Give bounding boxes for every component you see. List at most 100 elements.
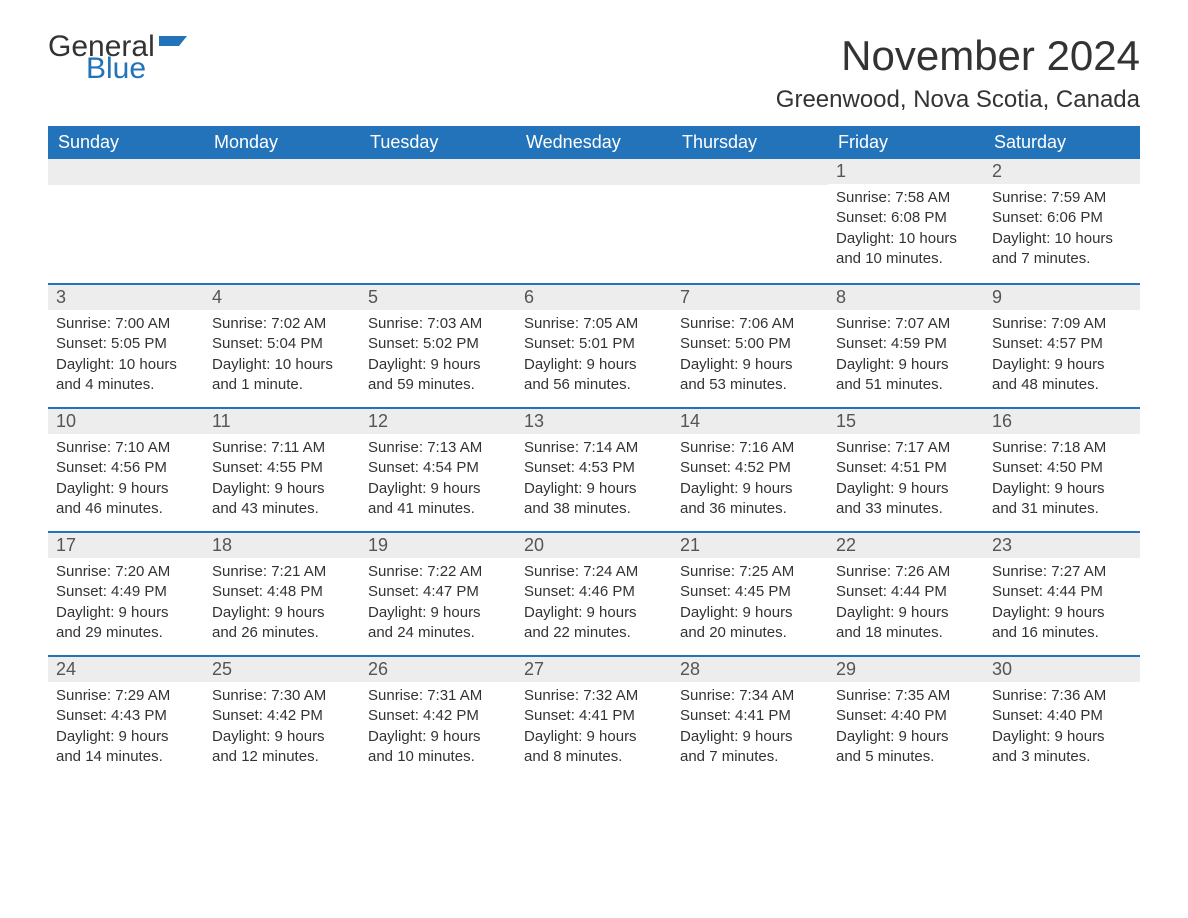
day-cell xyxy=(204,159,360,283)
day-cell: 16Sunrise: 7:18 AMSunset: 4:50 PMDayligh… xyxy=(984,409,1140,531)
day-cell: 22Sunrise: 7:26 AMSunset: 4:44 PMDayligh… xyxy=(828,533,984,655)
day-number: 4 xyxy=(204,285,360,310)
sunrise-text: Sunrise: 7:09 AM xyxy=(992,314,1132,334)
day-number: 30 xyxy=(984,657,1140,682)
day-number: 18 xyxy=(204,533,360,558)
day-body: Sunrise: 7:05 AMSunset: 5:01 PMDaylight:… xyxy=(516,310,672,403)
sunrise-text: Sunrise: 7:10 AM xyxy=(56,438,196,458)
daylight-text: Daylight: 9 hours and 26 minutes. xyxy=(212,603,352,644)
day-cell: 2Sunrise: 7:59 AMSunset: 6:06 PMDaylight… xyxy=(984,159,1140,283)
day-body: Sunrise: 7:03 AMSunset: 5:02 PMDaylight:… xyxy=(360,310,516,403)
day-number: 11 xyxy=(204,409,360,434)
daylight-text: Daylight: 9 hours and 38 minutes. xyxy=(524,479,664,520)
sunrise-text: Sunrise: 7:05 AM xyxy=(524,314,664,334)
day-number: 12 xyxy=(360,409,516,434)
daylight-text: Daylight: 10 hours and 10 minutes. xyxy=(836,229,976,270)
sunset-text: Sunset: 4:56 PM xyxy=(56,458,196,478)
sunrise-text: Sunrise: 7:16 AM xyxy=(680,438,820,458)
location-subtitle: Greenwood, Nova Scotia, Canada xyxy=(776,86,1140,114)
daylight-text: Daylight: 9 hours and 10 minutes. xyxy=(368,727,508,768)
day-cell: 11Sunrise: 7:11 AMSunset: 4:55 PMDayligh… xyxy=(204,409,360,531)
logo: General Blue xyxy=(48,32,191,84)
day-cell: 3Sunrise: 7:00 AMSunset: 5:05 PMDaylight… xyxy=(48,285,204,407)
sunset-text: Sunset: 4:50 PM xyxy=(992,458,1132,478)
sunset-text: Sunset: 4:54 PM xyxy=(368,458,508,478)
daylight-text: Daylight: 9 hours and 31 minutes. xyxy=(992,479,1132,520)
weekday-header: Tuesday xyxy=(360,126,516,159)
day-number: 24 xyxy=(48,657,204,682)
sunrise-text: Sunrise: 7:59 AM xyxy=(992,188,1132,208)
sunset-text: Sunset: 4:57 PM xyxy=(992,334,1132,354)
sunrise-text: Sunrise: 7:22 AM xyxy=(368,562,508,582)
day-body: Sunrise: 7:17 AMSunset: 4:51 PMDaylight:… xyxy=(828,434,984,527)
sunrise-text: Sunrise: 7:29 AM xyxy=(56,686,196,706)
daylight-text: Daylight: 10 hours and 7 minutes. xyxy=(992,229,1132,270)
day-body: Sunrise: 7:20 AMSunset: 4:49 PMDaylight:… xyxy=(48,558,204,651)
sunrise-text: Sunrise: 7:02 AM xyxy=(212,314,352,334)
daylight-text: Daylight: 9 hours and 18 minutes. xyxy=(836,603,976,644)
day-number: 19 xyxy=(360,533,516,558)
day-number: 7 xyxy=(672,285,828,310)
sunrise-text: Sunrise: 7:17 AM xyxy=(836,438,976,458)
sunset-text: Sunset: 4:49 PM xyxy=(56,582,196,602)
sunset-text: Sunset: 4:41 PM xyxy=(524,706,664,726)
week-row: 17Sunrise: 7:20 AMSunset: 4:49 PMDayligh… xyxy=(48,531,1140,655)
daylight-text: Daylight: 9 hours and 36 minutes. xyxy=(680,479,820,520)
day-body: Sunrise: 7:24 AMSunset: 4:46 PMDaylight:… xyxy=(516,558,672,651)
sunset-text: Sunset: 5:04 PM xyxy=(212,334,352,354)
sunrise-text: Sunrise: 7:30 AM xyxy=(212,686,352,706)
daylight-text: Daylight: 9 hours and 51 minutes. xyxy=(836,355,976,396)
page-header: General Blue November 2024 Greenwood, No… xyxy=(48,32,1140,114)
day-cell: 27Sunrise: 7:32 AMSunset: 4:41 PMDayligh… xyxy=(516,657,672,779)
sunset-text: Sunset: 4:47 PM xyxy=(368,582,508,602)
sunrise-text: Sunrise: 7:24 AM xyxy=(524,562,664,582)
daylight-text: Daylight: 9 hours and 56 minutes. xyxy=(524,355,664,396)
weekday-header-row: Sunday Monday Tuesday Wednesday Thursday… xyxy=(48,126,1140,159)
day-cell: 21Sunrise: 7:25 AMSunset: 4:45 PMDayligh… xyxy=(672,533,828,655)
day-body: Sunrise: 7:18 AMSunset: 4:50 PMDaylight:… xyxy=(984,434,1140,527)
sunrise-text: Sunrise: 7:58 AM xyxy=(836,188,976,208)
day-body: Sunrise: 7:10 AMSunset: 4:56 PMDaylight:… xyxy=(48,434,204,527)
weekday-header: Sunday xyxy=(48,126,204,159)
daylight-text: Daylight: 9 hours and 12 minutes. xyxy=(212,727,352,768)
weekday-header: Wednesday xyxy=(516,126,672,159)
empty-day xyxy=(48,159,204,185)
sunset-text: Sunset: 4:46 PM xyxy=(524,582,664,602)
day-number: 1 xyxy=(828,159,984,184)
sunset-text: Sunset: 4:44 PM xyxy=(836,582,976,602)
sunrise-text: Sunrise: 7:14 AM xyxy=(524,438,664,458)
day-number: 20 xyxy=(516,533,672,558)
daylight-text: Daylight: 9 hours and 46 minutes. xyxy=(56,479,196,520)
day-cell: 19Sunrise: 7:22 AMSunset: 4:47 PMDayligh… xyxy=(360,533,516,655)
day-cell: 15Sunrise: 7:17 AMSunset: 4:51 PMDayligh… xyxy=(828,409,984,531)
daylight-text: Daylight: 9 hours and 59 minutes. xyxy=(368,355,508,396)
sunrise-text: Sunrise: 7:25 AM xyxy=(680,562,820,582)
sunset-text: Sunset: 4:53 PM xyxy=(524,458,664,478)
daylight-text: Daylight: 9 hours and 14 minutes. xyxy=(56,727,196,768)
daylight-text: Daylight: 9 hours and 20 minutes. xyxy=(680,603,820,644)
sunset-text: Sunset: 4:51 PM xyxy=(836,458,976,478)
daylight-text: Daylight: 9 hours and 22 minutes. xyxy=(524,603,664,644)
day-cell: 7Sunrise: 7:06 AMSunset: 5:00 PMDaylight… xyxy=(672,285,828,407)
day-cell: 4Sunrise: 7:02 AMSunset: 5:04 PMDaylight… xyxy=(204,285,360,407)
sunset-text: Sunset: 4:45 PM xyxy=(680,582,820,602)
day-body: Sunrise: 7:11 AMSunset: 4:55 PMDaylight:… xyxy=(204,434,360,527)
day-cell: 6Sunrise: 7:05 AMSunset: 5:01 PMDaylight… xyxy=(516,285,672,407)
weekday-header: Saturday xyxy=(984,126,1140,159)
day-number: 22 xyxy=(828,533,984,558)
daylight-text: Daylight: 9 hours and 53 minutes. xyxy=(680,355,820,396)
daylight-text: Daylight: 9 hours and 3 minutes. xyxy=(992,727,1132,768)
day-body: Sunrise: 7:21 AMSunset: 4:48 PMDaylight:… xyxy=(204,558,360,651)
day-body: Sunrise: 7:36 AMSunset: 4:40 PMDaylight:… xyxy=(984,682,1140,775)
week-row: 24Sunrise: 7:29 AMSunset: 4:43 PMDayligh… xyxy=(48,655,1140,779)
day-number: 16 xyxy=(984,409,1140,434)
week-row: 10Sunrise: 7:10 AMSunset: 4:56 PMDayligh… xyxy=(48,407,1140,531)
daylight-text: Daylight: 9 hours and 8 minutes. xyxy=(524,727,664,768)
day-body: Sunrise: 7:00 AMSunset: 5:05 PMDaylight:… xyxy=(48,310,204,403)
day-cell: 17Sunrise: 7:20 AMSunset: 4:49 PMDayligh… xyxy=(48,533,204,655)
day-number: 15 xyxy=(828,409,984,434)
day-body: Sunrise: 7:34 AMSunset: 4:41 PMDaylight:… xyxy=(672,682,828,775)
calendar: Sunday Monday Tuesday Wednesday Thursday… xyxy=(48,126,1140,779)
day-cell: 29Sunrise: 7:35 AMSunset: 4:40 PMDayligh… xyxy=(828,657,984,779)
day-cell: 10Sunrise: 7:10 AMSunset: 4:56 PMDayligh… xyxy=(48,409,204,531)
